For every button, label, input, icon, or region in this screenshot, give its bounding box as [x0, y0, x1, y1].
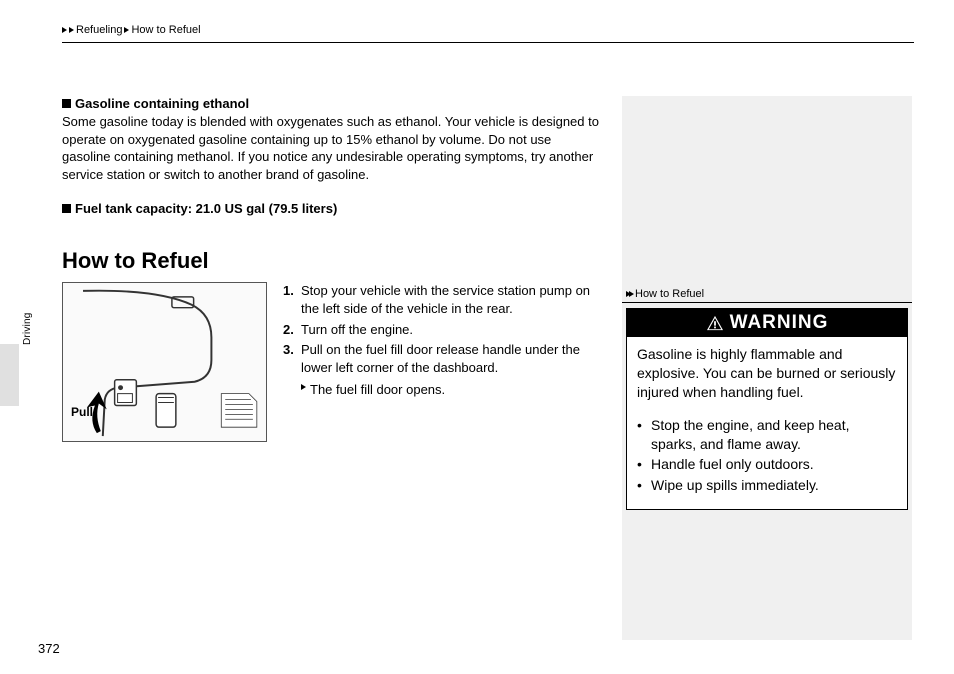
double-arrow-icon — [626, 291, 634, 297]
breadcrumb-seg2: How to Refuel — [131, 24, 200, 36]
breadcrumb: Refueling How to Refuel — [62, 24, 914, 43]
steps-list: 1. Stop your vehicle with the service st… — [283, 282, 602, 399]
warning-item: Wipe up spills immediately. — [637, 476, 897, 495]
fuel-capacity: Fuel tank capacity: 21.0 US gal (79.5 li… — [62, 201, 602, 216]
warning-lead: Gasoline is highly flammable and explosi… — [637, 345, 897, 402]
ethanol-section: Gasoline containing ethanol Some gasolin… — [62, 96, 602, 183]
breadcrumb-arrow-icon — [69, 27, 74, 33]
step-item: 2. Turn off the engine. — [283, 321, 602, 339]
main-content: Gasoline containing ethanol Some gasolin… — [62, 96, 602, 442]
sidebar-column: How to Refuel WARNING Gasoline is highly… — [622, 96, 912, 640]
refuel-content: Pull 1. Stop your vehicle with the servi… — [62, 282, 602, 442]
breadcrumb-seg1: Refueling — [76, 24, 122, 36]
square-bullet-icon — [62, 99, 71, 108]
warning-item: Stop the engine, and keep heat, sparks, … — [637, 416, 897, 454]
section-title: How to Refuel — [62, 248, 602, 274]
step-item: 1. Stop your vehicle with the service st… — [283, 282, 602, 318]
side-tab — [0, 344, 19, 406]
page-number: 372 — [38, 641, 60, 656]
dashboard-diagram-icon — [63, 283, 266, 441]
warning-list: Stop the engine, and keep heat, sparks, … — [637, 416, 897, 496]
side-tab-label: Driving — [22, 312, 33, 345]
arrow-icon — [301, 384, 306, 390]
sidebar-header: How to Refuel — [622, 288, 912, 303]
breadcrumb-arrow-icon — [124, 27, 129, 33]
pull-label: Pull — [71, 405, 93, 419]
step-item: 3. Pull on the fuel fill door release ha… — [283, 341, 602, 377]
sub-step: The fuel fill door opens. — [301, 381, 602, 399]
square-bullet-icon — [62, 204, 71, 213]
warning-triangle-icon — [706, 315, 724, 331]
ethanol-body: Some gasoline today is blended with oxyg… — [62, 113, 602, 183]
breadcrumb-arrow-icon — [62, 27, 67, 33]
warning-item: Handle fuel only outdoors. — [637, 455, 897, 474]
warning-title-bar: WARNING — [627, 309, 907, 337]
fuel-door-illustration: Pull — [62, 282, 267, 442]
ethanol-heading: Gasoline containing ethanol — [75, 96, 249, 111]
warning-body: Gasoline is highly flammable and explosi… — [627, 337, 907, 509]
warning-box: WARNING Gasoline is highly flammable and… — [626, 308, 908, 510]
